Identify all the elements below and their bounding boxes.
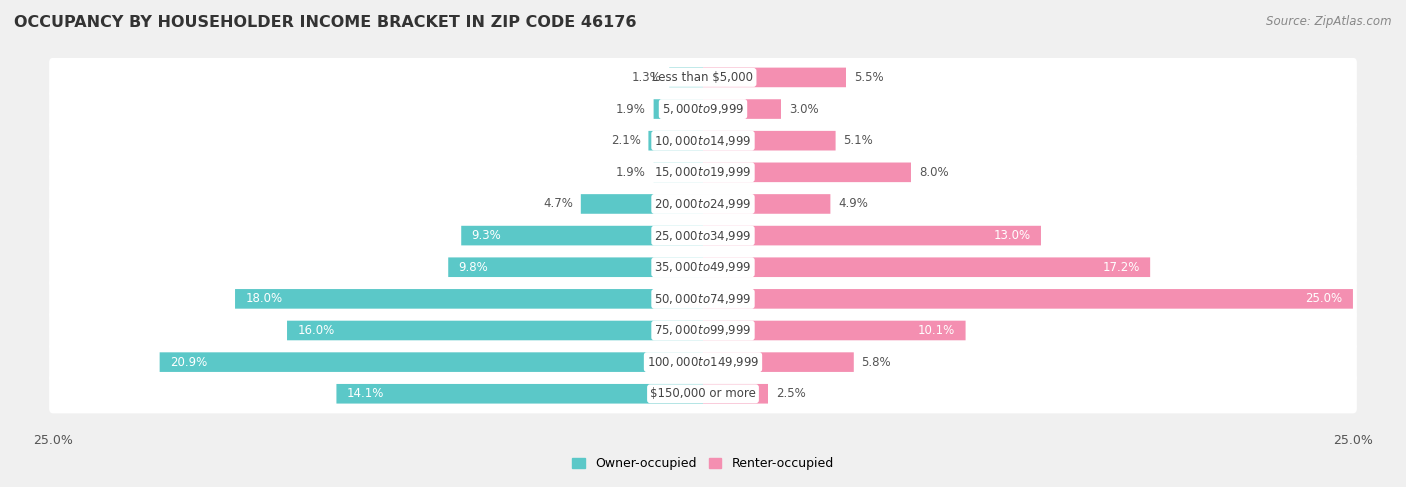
FancyBboxPatch shape: [49, 342, 1357, 382]
Text: 8.0%: 8.0%: [918, 166, 949, 179]
FancyBboxPatch shape: [461, 226, 703, 245]
Text: 9.8%: 9.8%: [458, 261, 488, 274]
FancyBboxPatch shape: [654, 163, 703, 182]
FancyBboxPatch shape: [449, 258, 703, 277]
FancyBboxPatch shape: [49, 153, 1357, 192]
Text: 18.0%: 18.0%: [246, 292, 283, 305]
Text: 20.9%: 20.9%: [170, 356, 207, 369]
Text: 1.9%: 1.9%: [616, 166, 645, 179]
Text: 5.5%: 5.5%: [853, 71, 883, 84]
Text: 1.3%: 1.3%: [631, 71, 661, 84]
FancyBboxPatch shape: [235, 289, 703, 309]
Text: 3.0%: 3.0%: [789, 103, 818, 115]
FancyBboxPatch shape: [336, 384, 703, 404]
Text: 14.1%: 14.1%: [347, 387, 384, 400]
Text: 1.9%: 1.9%: [616, 103, 645, 115]
FancyBboxPatch shape: [703, 289, 1353, 309]
FancyBboxPatch shape: [703, 68, 846, 87]
FancyBboxPatch shape: [49, 90, 1357, 129]
FancyBboxPatch shape: [703, 384, 768, 404]
Text: $10,000 to $14,999: $10,000 to $14,999: [654, 134, 752, 148]
FancyBboxPatch shape: [49, 247, 1357, 287]
FancyBboxPatch shape: [703, 352, 853, 372]
Text: $25,000 to $34,999: $25,000 to $34,999: [654, 228, 752, 243]
Text: Less than $5,000: Less than $5,000: [652, 71, 754, 84]
Text: $75,000 to $99,999: $75,000 to $99,999: [654, 323, 752, 337]
Text: 10.1%: 10.1%: [918, 324, 955, 337]
FancyBboxPatch shape: [160, 352, 703, 372]
FancyBboxPatch shape: [703, 320, 966, 340]
FancyBboxPatch shape: [49, 121, 1357, 160]
Legend: Owner-occupied, Renter-occupied: Owner-occupied, Renter-occupied: [572, 457, 834, 470]
Text: 5.1%: 5.1%: [844, 134, 873, 147]
FancyBboxPatch shape: [703, 226, 1040, 245]
FancyBboxPatch shape: [703, 258, 1150, 277]
Text: $35,000 to $49,999: $35,000 to $49,999: [654, 260, 752, 274]
Text: $20,000 to $24,999: $20,000 to $24,999: [654, 197, 752, 211]
FancyBboxPatch shape: [49, 185, 1357, 224]
FancyBboxPatch shape: [581, 194, 703, 214]
FancyBboxPatch shape: [703, 131, 835, 150]
Text: $50,000 to $74,999: $50,000 to $74,999: [654, 292, 752, 306]
Text: 5.8%: 5.8%: [862, 356, 891, 369]
Text: 25.0%: 25.0%: [1305, 292, 1343, 305]
FancyBboxPatch shape: [49, 311, 1357, 350]
FancyBboxPatch shape: [49, 279, 1357, 318]
Text: $15,000 to $19,999: $15,000 to $19,999: [654, 165, 752, 179]
Text: 9.3%: 9.3%: [471, 229, 502, 242]
Text: 4.7%: 4.7%: [543, 197, 574, 210]
Text: 16.0%: 16.0%: [298, 324, 335, 337]
FancyBboxPatch shape: [287, 320, 703, 340]
Text: $150,000 or more: $150,000 or more: [650, 387, 756, 400]
FancyBboxPatch shape: [669, 68, 703, 87]
Text: 2.1%: 2.1%: [610, 134, 641, 147]
FancyBboxPatch shape: [49, 374, 1357, 413]
Text: 13.0%: 13.0%: [994, 229, 1031, 242]
FancyBboxPatch shape: [648, 131, 703, 150]
Text: $100,000 to $149,999: $100,000 to $149,999: [647, 355, 759, 369]
FancyBboxPatch shape: [703, 194, 831, 214]
FancyBboxPatch shape: [49, 216, 1357, 255]
Text: $5,000 to $9,999: $5,000 to $9,999: [662, 102, 744, 116]
FancyBboxPatch shape: [49, 58, 1357, 97]
FancyBboxPatch shape: [703, 163, 911, 182]
Text: OCCUPANCY BY HOUSEHOLDER INCOME BRACKET IN ZIP CODE 46176: OCCUPANCY BY HOUSEHOLDER INCOME BRACKET …: [14, 15, 637, 30]
FancyBboxPatch shape: [703, 99, 780, 119]
Text: 17.2%: 17.2%: [1102, 261, 1140, 274]
Text: 4.9%: 4.9%: [838, 197, 868, 210]
Text: Source: ZipAtlas.com: Source: ZipAtlas.com: [1267, 15, 1392, 28]
FancyBboxPatch shape: [654, 99, 703, 119]
Text: 2.5%: 2.5%: [776, 387, 806, 400]
